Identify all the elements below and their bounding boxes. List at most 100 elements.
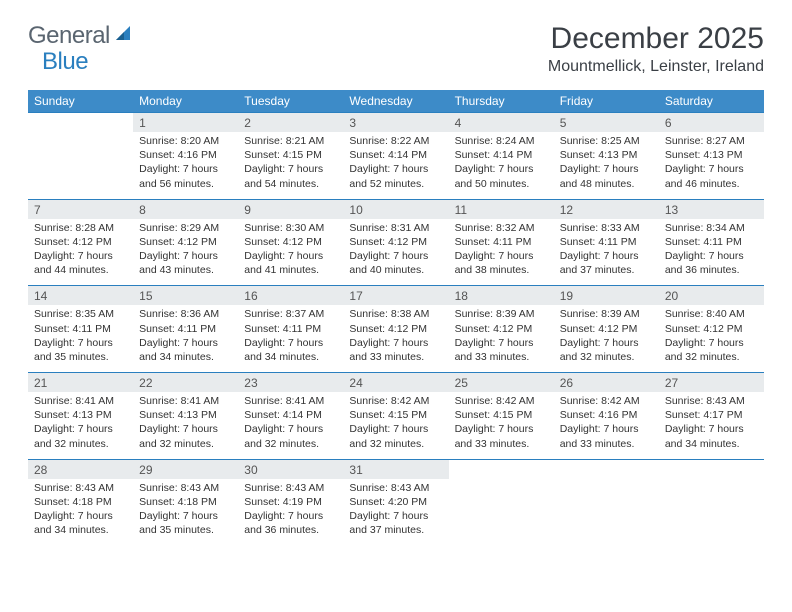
day-detail-cell: Sunrise: 8:24 AMSunset: 4:14 PMDaylight:… xyxy=(449,132,554,199)
sunset-line: Sunset: 4:11 PM xyxy=(665,236,742,248)
day-number-cell: 22 xyxy=(133,373,238,393)
day-header-sunday: Sunday xyxy=(28,90,133,113)
sunrise-line: Sunrise: 8:43 AM xyxy=(244,482,324,494)
calendar-body: 123456Sunrise: 8:20 AMSunset: 4:16 PMDay… xyxy=(28,113,764,546)
daylight-line: Daylight: 7 hours and 37 minutes. xyxy=(349,510,428,536)
sunrise-line: Sunrise: 8:43 AM xyxy=(349,482,429,494)
week-1-details: Sunrise: 8:28 AMSunset: 4:12 PMDaylight:… xyxy=(28,219,764,286)
day-number-cell: 31 xyxy=(343,459,448,479)
day-detail-cell: Sunrise: 8:31 AMSunset: 4:12 PMDaylight:… xyxy=(343,219,448,286)
sunset-line: Sunset: 4:12 PM xyxy=(455,323,533,335)
sunset-line: Sunset: 4:15 PM xyxy=(244,149,322,161)
day-detail-cell: Sunrise: 8:38 AMSunset: 4:12 PMDaylight:… xyxy=(343,305,448,372)
day-detail-cell: Sunrise: 8:41 AMSunset: 4:13 PMDaylight:… xyxy=(133,392,238,459)
day-detail-cell: Sunrise: 8:22 AMSunset: 4:14 PMDaylight:… xyxy=(343,132,448,199)
day-number-cell: 17 xyxy=(343,286,448,306)
week-4-details: Sunrise: 8:43 AM Sunset: 4:18 PM Daylight:… xyxy=(28,479,764,546)
day-detail-cell: Sunrise: 8:32 AMSunset: 4:11 PMDaylight:… xyxy=(449,219,554,286)
day-detail-cell: Sunrise: 8:28 AMSunset: 4:12 PMDaylight:… xyxy=(28,219,133,286)
daylight-line: Daylight: 7 hours and 52 minutes. xyxy=(349,163,428,189)
location-text: Mountmellick, Leinster, Ireland xyxy=(548,58,764,76)
sunset-line: Sunset: 4:12 PM xyxy=(349,236,427,248)
sunrise-line: Sunrise: 8:35 AM xyxy=(34,308,114,320)
day-number-cell: 18 xyxy=(449,286,554,306)
week-3-numbers: 21222324252627 xyxy=(28,373,764,393)
day-number-cell: 13 xyxy=(659,199,764,219)
sunrise-line: Sunrise: 8:20 AM xyxy=(139,135,219,147)
sunrise-line: Sunrise: 8:41 AM xyxy=(244,395,324,407)
daylight-line: Daylight: 7 hours and 32 minutes. xyxy=(34,423,113,449)
sunset-line: Sunset: 4:16 PM xyxy=(560,409,638,421)
week-2-numbers: 14151617181920 xyxy=(28,286,764,306)
sunset-line: Sunset: 4:18 PM xyxy=(34,496,112,508)
day-detail-cell: Sunrise: 8:39 AMSunset: 4:12 PMDaylight:… xyxy=(449,305,554,372)
day-detail-cell: Sunrise: 8:42 AMSunset: 4:16 PMDaylight:… xyxy=(554,392,659,459)
logo-line2: Blue xyxy=(42,48,88,76)
sunset-line: Sunset: 4:13 PM xyxy=(665,149,743,161)
sunset-line: Sunset: 4:11 PM xyxy=(34,323,111,335)
day-detail-cell: Sunrise: 8:34 AM Sunset: 4:11 PM Daylight:… xyxy=(659,219,764,286)
day-detail-cell: Sunrise: 8:37 AMSunset: 4:11 PMDaylight:… xyxy=(238,305,343,372)
sunrise-line: Sunrise: 8:40 AM xyxy=(665,308,745,320)
daylight-line: Daylight: 7 hours and 38 minutes. xyxy=(455,250,534,276)
daylight-line: Daylight: 7 hours and 34 minutes. xyxy=(139,337,218,363)
daylight-line: Daylight: 7 hours and 33 minutes. xyxy=(455,423,534,449)
day-detail-cell: Sunrise: 8:21 AM Sunset: 4:15 PM Daylight:… xyxy=(238,132,343,199)
sunrise-line: Sunrise: 8:22 AM xyxy=(349,135,429,147)
day-header-thursday: Thursday xyxy=(449,90,554,113)
week-2-details: Sunrise: 8:35 AM Sunset: 4:11 PM Daylight:… xyxy=(28,305,764,372)
sunrise-line: Sunrise: 8:37 AM xyxy=(244,308,324,320)
day-number-cell: 15 xyxy=(133,286,238,306)
day-number-cell: 11 xyxy=(449,199,554,219)
sunset-line: Sunset: 4:17 PM xyxy=(665,409,743,421)
sunrise-line: Sunrise: 8:30 AM xyxy=(244,222,324,234)
day-number-cell: 3 xyxy=(343,113,448,133)
sunset-line: Sunset: 4:11 PM xyxy=(455,236,532,248)
day-header-friday: Friday xyxy=(554,90,659,113)
sunrise-line: Sunrise: 8:42 AM xyxy=(560,395,640,407)
sunrise-line: Sunrise: 8:29 AM xyxy=(139,222,219,234)
daylight-line: Daylight: 7 hours and 48 minutes. xyxy=(560,163,639,189)
sunrise-line: Sunrise: 8:39 AM xyxy=(455,308,535,320)
logo-text-part2: Blue xyxy=(42,48,88,75)
day-number-cell: 28 xyxy=(28,459,133,479)
daylight-line: Daylight: 7 hours and 36 minutes. xyxy=(665,250,744,276)
day-header-tuesday: Tuesday xyxy=(238,90,343,113)
day-number-cell xyxy=(28,113,133,133)
day-number-cell xyxy=(659,459,764,479)
sunrise-line: Sunrise: 8:34 AM xyxy=(665,222,745,234)
day-number-cell: 12 xyxy=(554,199,659,219)
day-detail-cell: Sunrise: 8:39 AMSunset: 4:12 PMDaylight:… xyxy=(554,305,659,372)
day-number-cell: 8 xyxy=(133,199,238,219)
day-number-cell xyxy=(554,459,659,479)
day-number-cell: 7 xyxy=(28,199,133,219)
day-detail-cell: Sunrise: 8:20 AMSunset: 4:16 PMDaylight:… xyxy=(133,132,238,199)
sunset-line: Sunset: 4:16 PM xyxy=(139,149,217,161)
daylight-line: Daylight: 7 hours and 54 minutes. xyxy=(244,163,323,189)
day-detail-cell: Sunrise: 8:43 AMSunset: 4:18 PMDaylight:… xyxy=(133,479,238,546)
daylight-line: Daylight: 7 hours and 34 minutes. xyxy=(665,423,744,449)
daylight-line: Daylight: 7 hours and 32 minutes. xyxy=(560,337,639,363)
daylight-line: Daylight: 7 hours and 43 minutes. xyxy=(139,250,218,276)
title-block: December 2025 Mountmellick, Leinster, Ir… xyxy=(548,22,764,76)
day-detail-cell xyxy=(659,479,764,546)
sunrise-line: Sunrise: 8:41 AM xyxy=(34,395,114,407)
sunrise-line: Sunrise: 8:21 AM xyxy=(244,135,324,147)
day-number-cell: 16 xyxy=(238,286,343,306)
day-number-cell: 25 xyxy=(449,373,554,393)
day-detail-cell: Sunrise: 8:30 AMSunset: 4:12 PMDaylight:… xyxy=(238,219,343,286)
sunset-line: Sunset: 4:14 PM xyxy=(244,409,322,421)
sunset-line: Sunset: 4:13 PM xyxy=(560,149,638,161)
day-number-cell: 9 xyxy=(238,199,343,219)
daylight-line: Daylight: 7 hours and 33 minutes. xyxy=(349,337,428,363)
sunset-line: Sunset: 4:19 PM xyxy=(244,496,322,508)
sunrise-line: Sunrise: 8:43 AM xyxy=(34,482,114,494)
day-number-cell: 5 xyxy=(554,113,659,133)
sunrise-line: Sunrise: 8:31 AM xyxy=(349,222,429,234)
day-detail-cell: Sunrise: 8:43 AMSunset: 4:18 PMDaylight:… xyxy=(28,479,133,546)
day-number-cell: 4 xyxy=(449,113,554,133)
day-number-cell: 21 xyxy=(28,373,133,393)
sunset-line: Sunset: 4:20 PM xyxy=(349,496,427,508)
sunset-line: Sunset: 4:12 PM xyxy=(349,323,427,335)
day-detail-cell: Sunrise: 8:42 AMSunset: 4:15 PMDaylight:… xyxy=(343,392,448,459)
